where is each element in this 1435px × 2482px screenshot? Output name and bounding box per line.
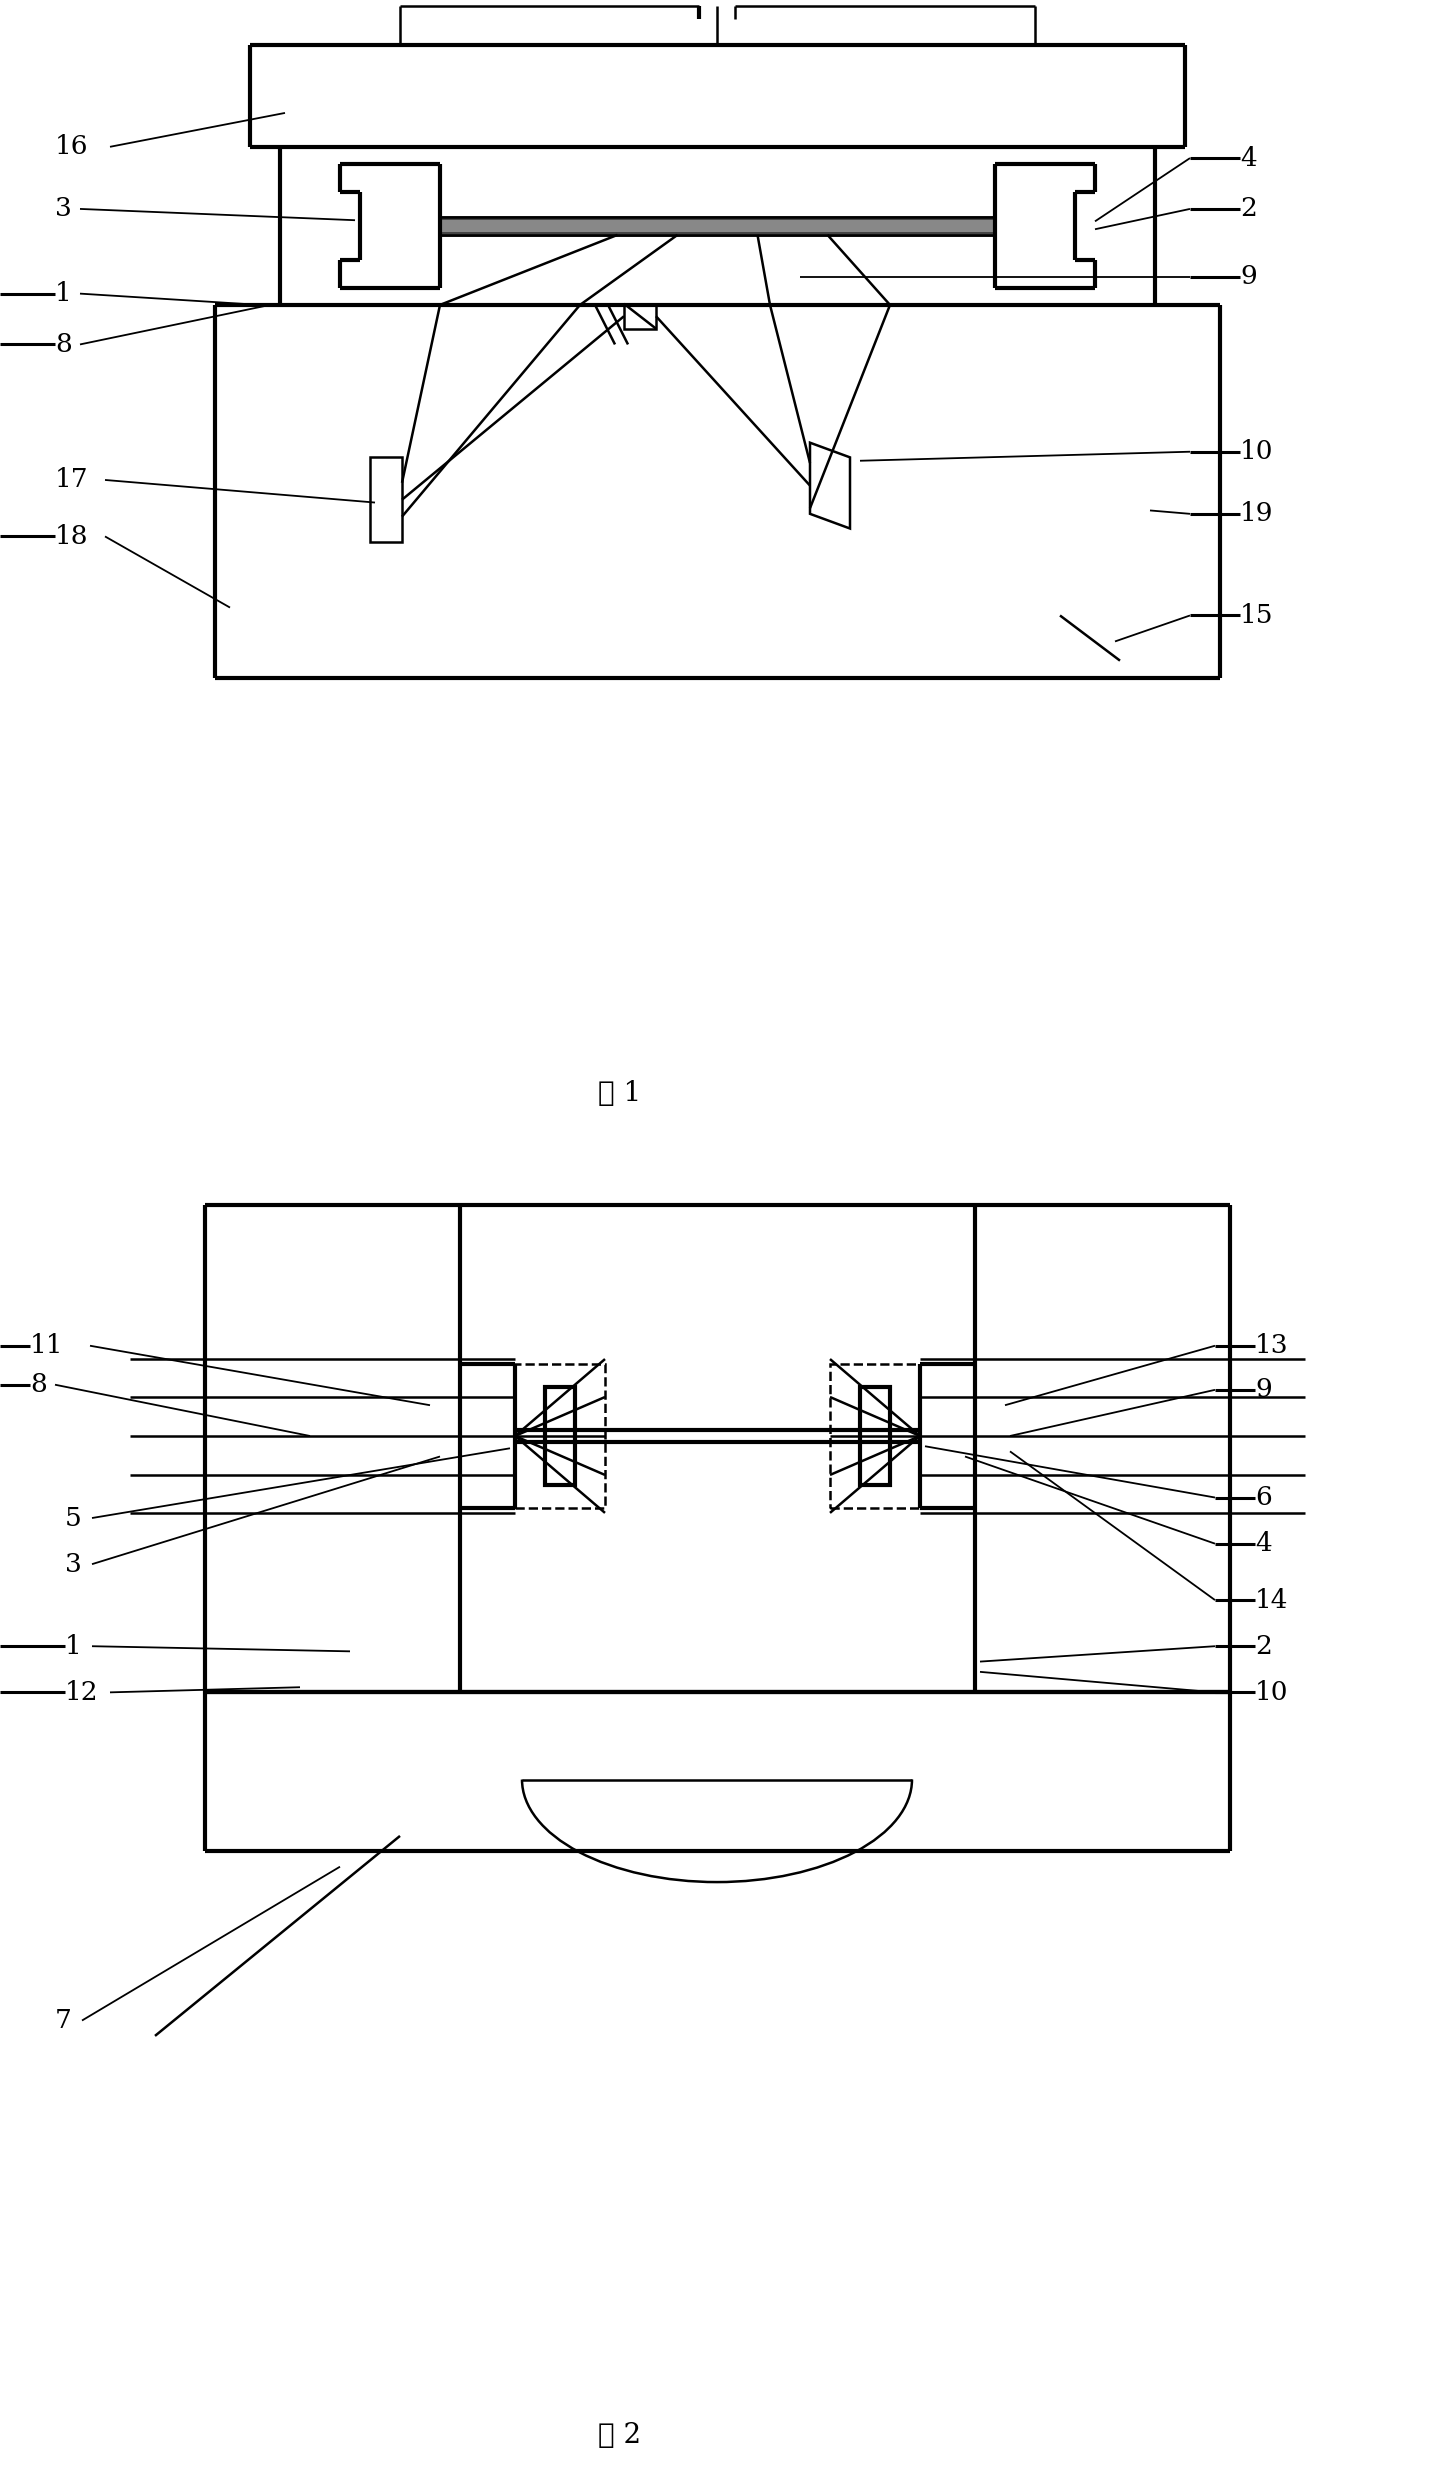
Text: 9: 9 bbox=[1240, 263, 1257, 290]
Text: 14: 14 bbox=[1256, 1588, 1289, 1613]
Text: 2: 2 bbox=[1240, 196, 1257, 221]
Text: 3: 3 bbox=[65, 1551, 82, 1576]
Bar bbox=[441, 216, 994, 221]
Text: 15: 15 bbox=[1240, 603, 1273, 628]
Text: 11: 11 bbox=[30, 1333, 63, 1358]
Text: 2: 2 bbox=[1256, 1633, 1271, 1658]
Text: 19: 19 bbox=[1240, 501, 1273, 526]
Bar bbox=[515, 1365, 606, 1507]
Text: 5: 5 bbox=[65, 1507, 82, 1531]
Text: 10: 10 bbox=[1256, 1680, 1289, 1705]
Text: 7: 7 bbox=[55, 2008, 72, 2033]
Text: 16: 16 bbox=[55, 134, 89, 159]
Bar bbox=[829, 1365, 920, 1507]
Text: 9: 9 bbox=[1256, 1378, 1271, 1402]
Bar bbox=[545, 1387, 575, 1484]
Text: 8: 8 bbox=[55, 333, 72, 357]
Text: 17: 17 bbox=[55, 467, 89, 491]
Text: 13: 13 bbox=[1256, 1333, 1289, 1358]
Bar bbox=[860, 1387, 890, 1484]
Bar bbox=[370, 457, 402, 541]
Text: 3: 3 bbox=[55, 196, 72, 221]
Bar bbox=[441, 231, 994, 236]
Text: 12: 12 bbox=[65, 1680, 99, 1705]
Text: 图 1: 图 1 bbox=[598, 1080, 641, 1107]
Text: 1: 1 bbox=[55, 280, 72, 305]
Text: 1: 1 bbox=[65, 1633, 82, 1658]
Text: 图 2: 图 2 bbox=[598, 2422, 641, 2450]
Text: 4: 4 bbox=[1256, 1531, 1271, 1556]
Text: 8: 8 bbox=[30, 1373, 47, 1397]
Bar bbox=[624, 303, 656, 328]
Text: 6: 6 bbox=[1256, 1484, 1271, 1509]
Text: 4: 4 bbox=[1240, 146, 1257, 171]
Text: 18: 18 bbox=[55, 524, 89, 549]
Text: 10: 10 bbox=[1240, 439, 1273, 464]
Bar bbox=[441, 216, 994, 236]
